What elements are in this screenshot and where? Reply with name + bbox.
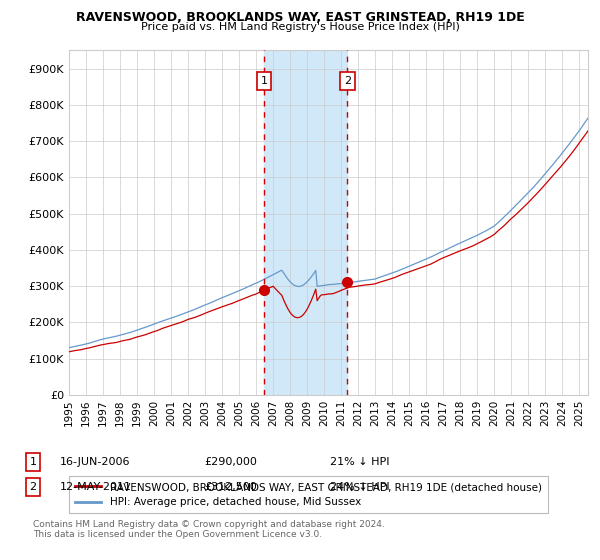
Bar xyxy=(264,50,347,395)
Text: £312,500: £312,500 xyxy=(204,482,257,492)
Text: £290,000: £290,000 xyxy=(204,457,257,467)
Text: 21% ↓ HPI: 21% ↓ HPI xyxy=(330,457,389,467)
Text: Contains HM Land Registry data © Crown copyright and database right 2024.
This d: Contains HM Land Registry data © Crown c… xyxy=(33,520,385,539)
Legend: RAVENSWOOD, BROOKLANDS WAY, EAST GRINSTEAD, RH19 1DE (detached house), HPI: Aver: RAVENSWOOD, BROOKLANDS WAY, EAST GRINSTE… xyxy=(69,476,548,514)
Text: 24% ↓ HPI: 24% ↓ HPI xyxy=(330,482,389,492)
Text: 1: 1 xyxy=(260,76,268,86)
Text: 2: 2 xyxy=(29,482,37,492)
Text: 2: 2 xyxy=(344,76,351,86)
Text: Price paid vs. HM Land Registry's House Price Index (HPI): Price paid vs. HM Land Registry's House … xyxy=(140,22,460,32)
Text: 1: 1 xyxy=(29,457,37,467)
Text: RAVENSWOOD, BROOKLANDS WAY, EAST GRINSTEAD, RH19 1DE: RAVENSWOOD, BROOKLANDS WAY, EAST GRINSTE… xyxy=(76,11,524,24)
Text: 16-JUN-2006: 16-JUN-2006 xyxy=(60,457,131,467)
Text: 12-MAY-2011: 12-MAY-2011 xyxy=(60,482,132,492)
